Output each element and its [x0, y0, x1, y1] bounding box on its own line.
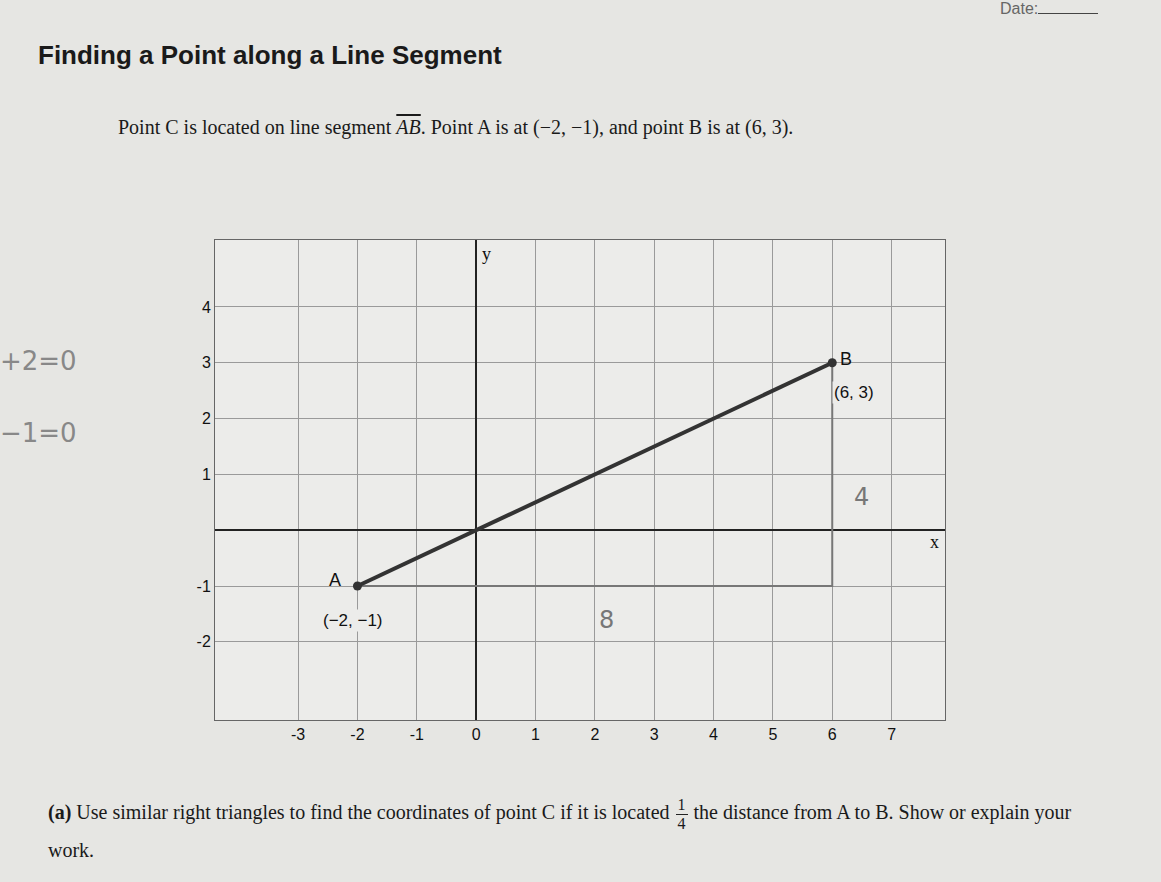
html-text:−1=0: −1=0	[0, 418, 77, 448]
svg-text:-1: -1	[410, 726, 424, 743]
svg-text:A: A	[329, 570, 341, 590]
svg-text:(6, 3): (6, 3)	[834, 383, 874, 402]
svg-text:1: 1	[202, 466, 211, 483]
svg-text:-2: -2	[350, 726, 364, 743]
svg-text:4: 4	[854, 483, 869, 511]
svg-text:(−2, −1): (−2, −1)	[323, 611, 383, 630]
svg-text:3: 3	[202, 354, 211, 371]
html-text:(a) Use similar right triangle: (a) Use similar right triangles to find …	[48, 795, 686, 823]
svg-text:4: 4	[202, 299, 211, 316]
html-text:+2=0: +2=0	[0, 346, 77, 376]
svg-text:2: 2	[590, 726, 599, 743]
svg-text:x: x	[930, 532, 939, 552]
svg-text:7: 7	[887, 726, 896, 743]
svg-text:5: 5	[768, 726, 777, 743]
html-text:4 the distance from A to B. Sh: 4 the distance from A to B. Show or expl…	[48, 801, 1072, 861]
svg-text:6: 6	[828, 726, 837, 743]
html-text:Date:: Date:	[1000, 0, 1039, 17]
html-text:Point C is located on line seg: Point C is located on line segment AB. P…	[118, 116, 794, 138]
svg-text:B: B	[840, 349, 852, 369]
svg-text:y: y	[482, 244, 491, 264]
html-text:Finding a Point along a Line S: Finding a Point along a Line Segment	[38, 40, 502, 70]
svg-text:1: 1	[531, 726, 540, 743]
svg-text:0: 0	[472, 726, 481, 743]
svg-text:-1: -1	[197, 578, 211, 595]
svg-text:-2: -2	[197, 633, 211, 650]
svg-text:2: 2	[202, 410, 211, 427]
svg-text:8: 8	[599, 606, 614, 634]
svg-text:4: 4	[709, 726, 718, 743]
svg-text:-3: -3	[291, 726, 305, 743]
svg-text:3: 3	[650, 726, 659, 743]
